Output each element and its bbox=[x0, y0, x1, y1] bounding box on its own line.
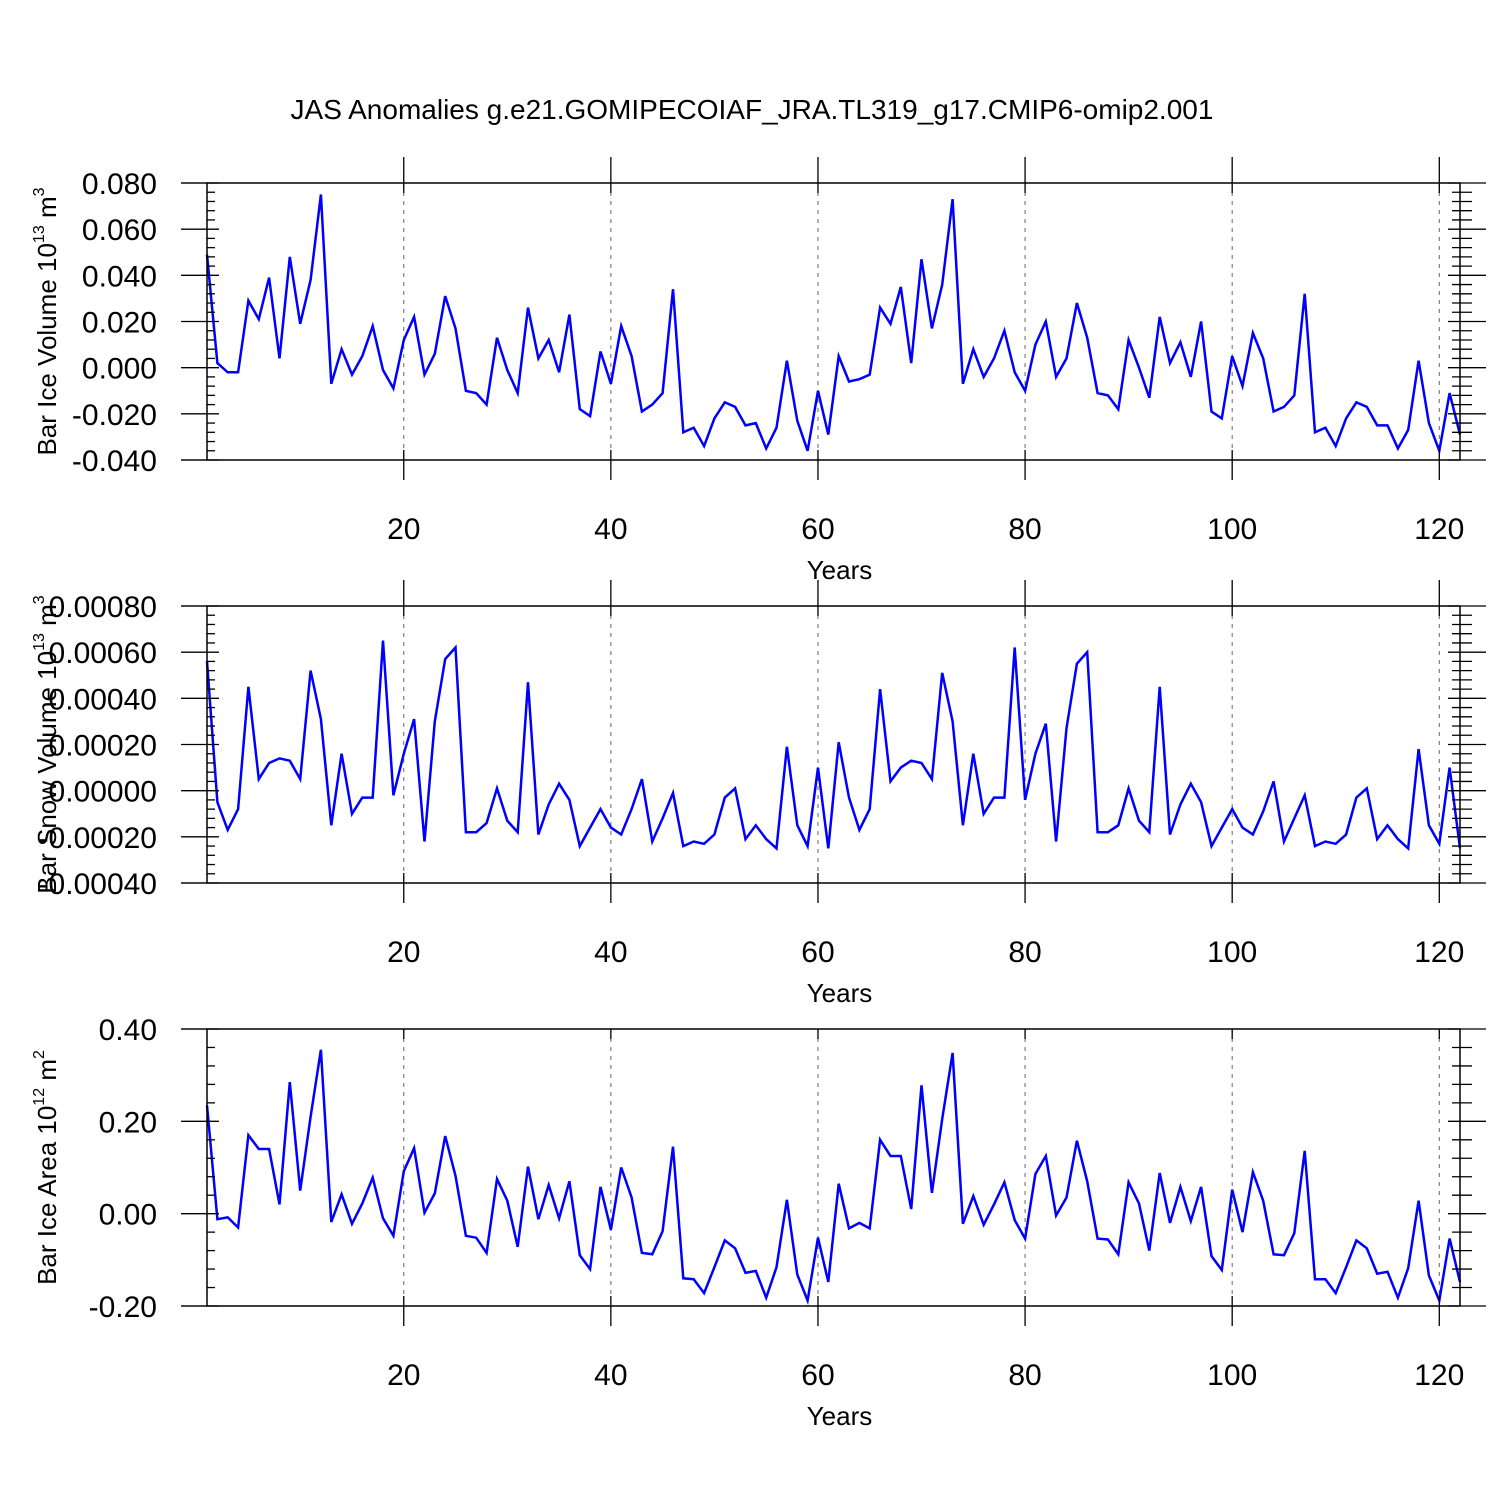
x-tick-label: 80 bbox=[1008, 936, 1041, 969]
y-axis-title-unit-exponent: 2 bbox=[31, 1050, 48, 1059]
y-tick-label: 0.080 bbox=[82, 168, 157, 201]
series-line bbox=[205, 194, 1462, 456]
y-tick-label: 0.00020 bbox=[49, 730, 157, 763]
y-axis-title-exponent: 13 bbox=[31, 633, 48, 651]
y-tick-label: 0.060 bbox=[82, 214, 157, 247]
y-axis-title-unit: m bbox=[32, 196, 62, 225]
y-tick-label: 0.40 bbox=[99, 1014, 157, 1047]
x-tick-label: 20 bbox=[387, 513, 420, 546]
x-tick-label: 80 bbox=[1008, 1359, 1041, 1392]
chart-panel-2: -0.00040 -0.00020 0.00000 0.00020 0.00040 0.0… bbox=[31, 580, 1486, 1008]
y-axis-title-unit: m bbox=[32, 604, 62, 633]
plot-frame bbox=[206, 1028, 1461, 1307]
y-tick-label: 0.020 bbox=[82, 307, 157, 340]
y-axis-title-exponent: 12 bbox=[31, 1088, 48, 1106]
y-axis-title-unit-exponent: 3 bbox=[31, 187, 48, 196]
x-tick-label: 60 bbox=[801, 936, 834, 969]
y-tick-label: 0.00040 bbox=[49, 683, 157, 716]
y-tick-label: -0.00020 bbox=[39, 822, 157, 855]
x-tick-label: 40 bbox=[594, 1359, 627, 1392]
y-tick-label: 0.00 bbox=[99, 1199, 157, 1232]
y-axis-title-text: Bar Ice Volume 10 bbox=[32, 243, 62, 455]
x-tick-label: 100 bbox=[1207, 513, 1257, 546]
y-tick-label: 0.000 bbox=[82, 353, 157, 386]
y-tick-label: -0.040 bbox=[72, 445, 157, 478]
x-tick-label: 120 bbox=[1414, 513, 1464, 546]
y-axis-title: Bar Ice Volume 1013 m3 bbox=[31, 187, 62, 455]
x-tick-label: 20 bbox=[387, 936, 420, 969]
y-axis-title: Bar Snow Volume 1013 m3 bbox=[31, 595, 62, 894]
y-axis-title: Bar Ice Area 1012 m2 bbox=[31, 1050, 62, 1285]
y-tick-label: 0.00080 bbox=[49, 591, 157, 624]
y-tick-label: 0.20 bbox=[99, 1106, 157, 1139]
y-tick-label: -0.20 bbox=[89, 1291, 157, 1324]
plot-frame bbox=[206, 182, 1461, 461]
y-axis-title-unit-exponent: 3 bbox=[31, 595, 48, 604]
y-tick-label: 0.040 bbox=[82, 260, 157, 293]
x-tick-label: 120 bbox=[1414, 1359, 1464, 1392]
y-tick-label: 0.00060 bbox=[49, 637, 157, 670]
x-tick-label: 80 bbox=[1008, 513, 1041, 546]
x-axis-title: Years bbox=[807, 555, 873, 585]
plot-frame bbox=[206, 605, 1461, 884]
y-axis-title-unit: m bbox=[32, 1059, 62, 1088]
y-axis-title-text: Bar Snow Volume 10 bbox=[32, 651, 62, 894]
series-line bbox=[205, 640, 1462, 851]
y-axis-title-text: Bar Ice Area 10 bbox=[32, 1106, 62, 1285]
x-axis-title: Years bbox=[807, 1401, 873, 1431]
x-tick-label: 60 bbox=[801, 1359, 834, 1392]
x-tick-label: 40 bbox=[594, 936, 627, 969]
x-tick-label: 120 bbox=[1414, 936, 1464, 969]
x-tick-label: 40 bbox=[594, 513, 627, 546]
chart-panel-3: -0.20 0.00 0.20 0.40 20 40 60 80 100 120 Years Bar … bbox=[31, 1014, 1486, 1431]
y-tick-label: -0.020 bbox=[72, 399, 157, 432]
y-axis-title-exponent: 13 bbox=[31, 225, 48, 243]
x-tick-label: 60 bbox=[801, 513, 834, 546]
x-tick-label: 100 bbox=[1207, 1359, 1257, 1392]
y-tick-label: 0.00000 bbox=[49, 776, 157, 809]
figure-title: JAS Anomalies g.e21.GOMIPECOIAF_JRA.TL31… bbox=[291, 94, 1214, 125]
x-tick-label: 100 bbox=[1207, 936, 1257, 969]
y-tick-label: -0.00040 bbox=[39, 868, 157, 901]
x-axis-title: Years bbox=[807, 978, 873, 1008]
series-line bbox=[205, 1049, 1462, 1306]
x-tick-label: 20 bbox=[387, 1359, 420, 1392]
chart-panel-1: -0.040 -0.020 0.000 0.020 0.040 0.060 0.080 20 4… bbox=[31, 157, 1486, 585]
